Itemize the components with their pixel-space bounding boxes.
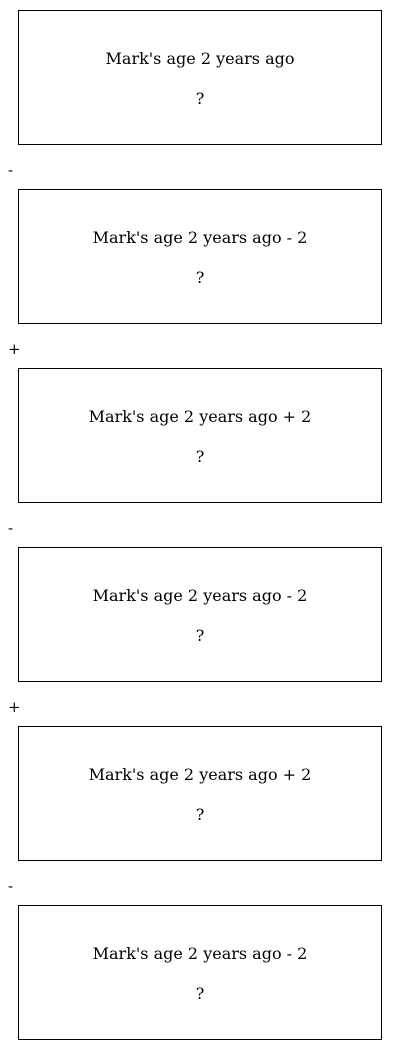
expression-label: Mark's age 2 years ago xyxy=(105,49,295,68)
expression-box-2: Mark's age 2 years ago - 2 ? xyxy=(18,189,382,324)
expression-value: ? xyxy=(195,626,205,645)
operator-3: - xyxy=(8,519,14,537)
expression-label: Mark's age 2 years ago + 2 xyxy=(88,765,312,784)
expression-box-5: Mark's age 2 years ago + 2 ? xyxy=(18,726,382,861)
expression-value: ? xyxy=(195,89,205,108)
operator-1: - xyxy=(8,161,14,179)
expression-label: Mark's age 2 years ago - 2 xyxy=(92,944,308,963)
expression-value: ? xyxy=(195,268,205,287)
expression-box-1: Mark's age 2 years ago ? xyxy=(18,10,382,145)
operator-5: - xyxy=(8,877,14,895)
expression-label: Mark's age 2 years ago - 2 xyxy=(92,228,308,247)
expression-box-4: Mark's age 2 years ago - 2 ? xyxy=(18,547,382,682)
operator-4: + xyxy=(8,698,21,716)
expression-box-3: Mark's age 2 years ago + 2 ? xyxy=(18,368,382,503)
expression-label: Mark's age 2 years ago + 2 xyxy=(88,407,312,426)
expression-value: ? xyxy=(195,984,205,1003)
expression-box-6: Mark's age 2 years ago - 2 ? xyxy=(18,905,382,1040)
operator-2: + xyxy=(8,340,21,358)
expression-value: ? xyxy=(195,805,205,824)
expression-value: ? xyxy=(195,447,205,466)
expression-label: Mark's age 2 years ago - 2 xyxy=(92,586,308,605)
